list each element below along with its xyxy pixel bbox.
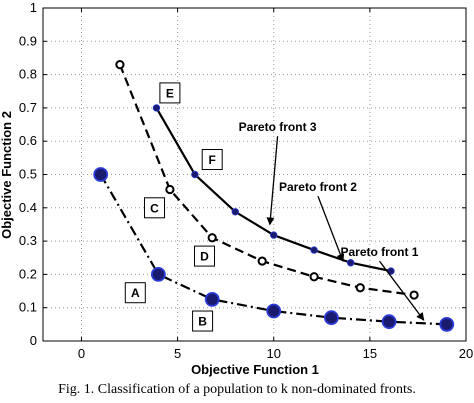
box-label-b: B (192, 310, 214, 332)
series-point-2 (207, 233, 217, 243)
series-point-2 (165, 184, 175, 195)
box-label-text: E (166, 86, 174, 100)
series-point-1 (324, 310, 339, 326)
series-point-2 (409, 290, 419, 300)
box-label-text: D (200, 250, 209, 264)
box-label-frame (159, 82, 181, 104)
series-point-3 (191, 170, 199, 179)
annotation-label: Pareto front 2 (279, 180, 357, 194)
series-point-3 (270, 231, 278, 239)
x-tick-label: 0 (78, 346, 85, 361)
series-point-1 (204, 291, 220, 307)
y-tick-label: 0.3 (19, 233, 37, 248)
x-tick-label: 10 (266, 346, 280, 361)
annotation-arrow (317, 195, 345, 263)
series-point-2 (355, 283, 365, 293)
y-tick-label: 0.8 (19, 67, 37, 82)
x-axis-ticks: 0 5 10 15 20 (78, 8, 473, 361)
series-point-1 (150, 266, 166, 282)
box-label-frame (194, 245, 216, 267)
box-label-d: D (194, 245, 216, 267)
y-axis-ticks: 0 0.1 0.2 0.3 0.4 0.5 0.6 0.7 0.8 0.9 1 (19, 0, 466, 348)
figure-caption: Fig. 1. Classification of a population t… (58, 382, 416, 397)
annotation-layer: Pareto front 3 Pareto front 2 Pareto front… (239, 120, 425, 321)
series-point-3 (231, 208, 239, 216)
series-point-2 (115, 60, 125, 70)
y-tick-label: 0.6 (19, 133, 37, 148)
box-label-text: A (131, 286, 140, 300)
y-tick-label: 0.4 (19, 200, 37, 215)
box-label-layer: E F C D A B (124, 82, 223, 332)
box-label-frame (124, 282, 146, 304)
annotation-arrow (378, 260, 425, 321)
box-label-frame (144, 197, 166, 219)
box-label-text: C (150, 201, 159, 215)
y-tick-label: 0.7 (19, 100, 37, 115)
x-axis-label: Objective Function 1 (191, 362, 319, 377)
y-tick-label: 0 (30, 333, 37, 348)
series-point-3 (310, 246, 318, 254)
series-layer (93, 60, 455, 332)
x-tick-label: 15 (363, 346, 377, 361)
x-tick-label: 5 (174, 346, 181, 361)
x-tick-label: 20 (459, 346, 473, 361)
annotation-label: Pareto front 1 (340, 245, 418, 259)
series-point-1 (266, 303, 282, 319)
y-axis-label: Objective Function 2 (0, 111, 14, 239)
box-label-frame (192, 310, 214, 332)
annotation-label: Pareto front 3 (239, 120, 317, 134)
box-label-text: B (198, 315, 207, 329)
y-tick-label: 0.2 (19, 266, 37, 281)
y-tick-label: 0.9 (19, 33, 37, 48)
series-point-3 (346, 259, 355, 267)
annotation-arrow (266, 136, 279, 226)
box-label-e: E (159, 82, 181, 104)
box-label-frame (201, 149, 223, 171)
box-label-f: F (201, 149, 223, 171)
series-point-1 (93, 167, 109, 182)
series-point-3 (152, 104, 161, 112)
box-label-a: A (124, 282, 146, 304)
series-point-1 (381, 314, 397, 330)
series-point-1 (439, 316, 455, 332)
y-tick-label: 1 (30, 0, 37, 15)
box-label-c: C (144, 197, 166, 219)
series-point-2 (309, 272, 319, 282)
y-tick-label: 0.1 (19, 300, 37, 315)
box-label-text: F (209, 153, 216, 167)
series-point-2 (257, 256, 267, 266)
y-tick-label: 0.5 (19, 167, 37, 182)
